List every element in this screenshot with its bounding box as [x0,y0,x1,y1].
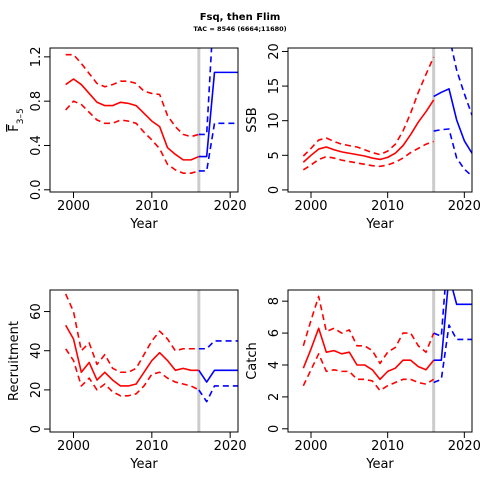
panel-ssb-hist-median [302,99,435,163]
panel-catch-hist-median [302,327,435,381]
panel-recruitment-xtick-label: 2010 [135,439,168,454]
panel-recruitment-ytick-label: 40 [29,342,44,359]
panel-recruitment-proj-upper [198,340,238,350]
panel-ssb-proj-lower [433,128,472,177]
panel-catch-ytick-label: 8 [267,297,282,305]
panel-fbar-ylabel-main: F [7,124,22,131]
panel-catch-xtick-label: 2010 [371,439,404,454]
panel-ssb-ylabel: SSB [245,107,260,132]
panel-fbar-ylabel-sub: 3–5 [16,108,26,124]
panel-recruitment-xtick-label: 2000 [57,439,90,454]
panel-fbar: 2000 2010 2020 0.0 0.4 0.8 1.2 Year F3–5 [7,47,247,232]
panel-catch-series [302,290,472,392]
panel-fbar-frame [49,47,239,193]
panel-fbar-ytick-label: 0.8 [29,91,44,112]
panel-catch-proj-lower [433,324,472,384]
panel-fbar-xtick-label: 2000 [57,199,90,214]
panel-fbar-ytick-label: 0.4 [29,135,44,156]
panel-ssb: 2000 2010 2020 0 5 10 15 20 Year SSB [245,43,480,232]
panel-recruitment-ytick-label: 0 [29,425,44,433]
panel-ssb-xtick-label: 2010 [371,199,404,214]
panel-recruitment: 2000 2010 2020 0 20 40 60 Year Recruitment [7,289,247,472]
panel-fbar-xlabel: Year [129,217,158,232]
panel-ssb-frame [287,47,473,193]
panel-recruitment-xtick-label: 2020 [214,439,247,454]
panel-ssb-ytick-label: 15 [267,78,282,95]
panel-catch: 2000 2010 2020 0 2 4 6 8 Year Catch [245,289,480,472]
panel-recruitment-proj-median [198,369,238,383]
panel-ssb-ytick-label: 5 [267,151,282,159]
panel-ssb-xlabel: Year [365,217,394,232]
panel-ssb-proj-median [433,88,472,154]
panel-recruitment-xlabel: Year [129,457,158,472]
panel-fbar-xtick-label: 2020 [214,199,247,214]
figure-title: Fsq, then Flim [200,12,281,23]
panel-recruitment-hist-lower [65,348,200,397]
panel-recruitment-frame [49,289,239,433]
panel-ssb-series [302,48,472,177]
panel-ssb-proj-upper [433,48,472,116]
panel-catch-proj-upper [433,290,446,338]
panel-fbar-series [65,48,238,174]
figure-subtitle: TAC = 8546 (6664;11680) [193,25,286,33]
panel-recruitment-ytick-label: 20 [29,382,44,399]
panel-ssb-hist-lower [302,140,434,171]
panel-ssb-ytick-label: 0 [267,186,282,194]
panel-catch-frame [287,289,473,433]
panel-recruitment-ytick-label: 60 [29,303,44,320]
panel-catch-ytick-label: 0 [267,425,282,433]
panel-ssb-xtick-label: 2000 [294,199,327,214]
panel-catch-xtick-label: 2000 [294,439,327,454]
panel-catch-xtick-label: 2020 [448,439,480,454]
panel-recruitment-proj-lower [198,385,238,403]
panel-ssb-ytick-label: 10 [267,112,282,129]
panel-fbar-xtick-label: 2010 [135,199,168,214]
panel-recruitment-ylabel: Recruitment [7,321,22,401]
panel-fbar-ytick-label: 1.2 [29,47,44,68]
panel-catch-hist-upper [302,295,435,365]
panel-fbar-hist-lower [65,100,200,174]
panel-fbar-ylabel: F3–5 [7,108,26,131]
panel-recruitment-hist-upper [64,293,199,374]
panel-catch-ytick-label: 2 [267,393,282,401]
panel-catch-proj-median [433,290,472,362]
panel-catch-ylabel: Catch [245,342,260,380]
panel-fbar-hist-median [65,78,200,161]
panel-ssb-ytick-label: 20 [267,43,282,60]
panel-catch-xlabel: Year [365,457,394,472]
panel-ssb-xtick-label: 2020 [448,199,480,214]
panel-catch-hist-lower [302,353,435,392]
panel-ssb-hist-upper [302,56,435,157]
panel-fbar-ytick-label: 0.0 [29,179,44,200]
panel-catch-ytick-label: 6 [267,329,282,337]
panel-recruitment-series [64,293,238,403]
panel-catch-ytick-label: 4 [267,361,282,369]
panel-fbar-proj-median [198,71,238,158]
panel-fbar-proj-lower [198,122,238,172]
panel-fbar-hist-upper [65,53,200,138]
panel-recruitment-hist-median [64,324,199,387]
